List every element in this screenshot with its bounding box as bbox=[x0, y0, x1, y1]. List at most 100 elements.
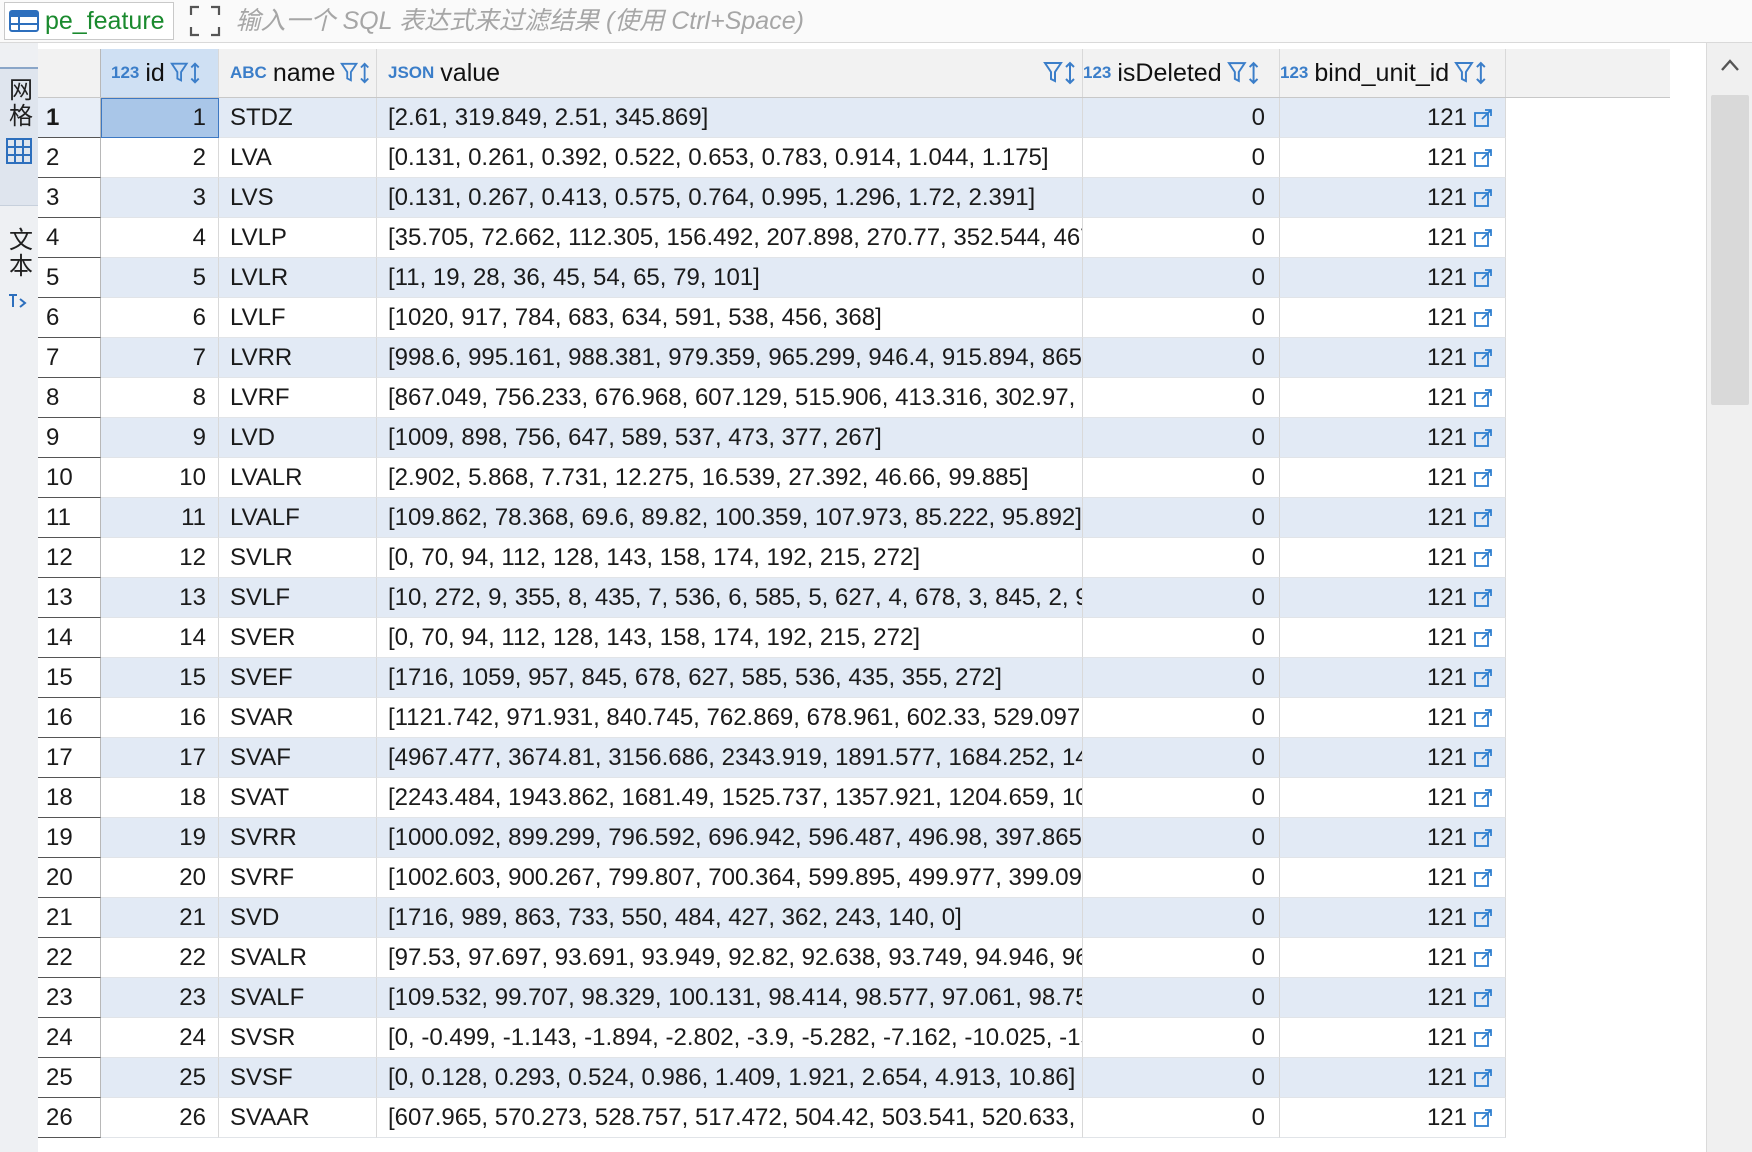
table-row[interactable]: 13 13 SVLF [10, 272, 9, 355, 8, 435, 7, 536… bbox=[38, 578, 1670, 618]
column-header-bind-unit-id[interactable]: 123 bind_unit_id bbox=[1280, 49, 1506, 97]
cell-id[interactable]: 10 bbox=[101, 458, 219, 498]
cell-value[interactable]: [1121.742, 971.931, 840.745, 762.869, 67… bbox=[377, 698, 1083, 738]
table-row[interactable]: 6 6 LVLF [1020, 917, 784, 683, 634, 591, 53… bbox=[38, 298, 1670, 338]
cell-bind-unit-id[interactable]: 121 bbox=[1280, 978, 1506, 1018]
cell-name[interactable]: LVLR bbox=[219, 258, 377, 298]
cell-bind-unit-id[interactable]: 121 bbox=[1280, 218, 1506, 258]
table-row[interactable]: 8 8 LVRF [867.049, 756.233, 676.968, 607.12… bbox=[38, 378, 1670, 418]
cell-value[interactable]: [2243.484, 1943.862, 1681.49, 1525.737, … bbox=[377, 778, 1083, 818]
table-row[interactable]: 11 11 LVALF [109.862, 78.368, 69.6, 89.82, … bbox=[38, 498, 1670, 538]
cell-name[interactable]: LVALF bbox=[219, 498, 377, 538]
cell-bind-unit-id[interactable]: 121 bbox=[1280, 1058, 1506, 1098]
cell-isdeleted[interactable]: 0 bbox=[1083, 378, 1280, 418]
cell-bind-unit-id[interactable]: 121 bbox=[1280, 138, 1506, 178]
cell-value[interactable]: [35.705, 72.662, 112.305, 156.492, 207.8… bbox=[377, 218, 1083, 258]
cell-id[interactable]: 21 bbox=[101, 898, 219, 938]
filter-sort-icon[interactable] bbox=[339, 59, 376, 87]
cell-name[interactable]: SVEF bbox=[219, 658, 377, 698]
open-link-icon[interactable] bbox=[1473, 268, 1493, 288]
cell-bind-unit-id[interactable]: 121 bbox=[1280, 898, 1506, 938]
cell-id[interactable]: 26 bbox=[101, 1098, 219, 1138]
cell-value[interactable]: [0, 70, 94, 112, 128, 143, 158, 174, 192… bbox=[377, 618, 1083, 658]
cell-name[interactable]: LVA bbox=[219, 138, 377, 178]
cell-name[interactable]: SVAAR bbox=[219, 1098, 377, 1138]
cell-id[interactable]: 14 bbox=[101, 618, 219, 658]
cell-bind-unit-id[interactable]: 121 bbox=[1280, 258, 1506, 298]
cell-id[interactable]: 4 bbox=[101, 218, 219, 258]
row-number[interactable]: 14 bbox=[38, 618, 101, 658]
column-header-isdeleted[interactable]: 123 isDeleted bbox=[1083, 49, 1280, 97]
row-number[interactable]: 12 bbox=[38, 538, 101, 578]
open-link-icon[interactable] bbox=[1473, 788, 1493, 808]
row-number[interactable]: 26 bbox=[38, 1098, 101, 1138]
row-number[interactable]: 25 bbox=[38, 1058, 101, 1098]
cell-value[interactable]: [867.049, 756.233, 676.968, 607.129, 515… bbox=[377, 378, 1083, 418]
cell-id[interactable]: 6 bbox=[101, 298, 219, 338]
open-link-icon[interactable] bbox=[1473, 868, 1493, 888]
cell-value[interactable]: [607.965, 570.273, 528.757, 517.472, 504… bbox=[377, 1098, 1083, 1138]
cell-bind-unit-id[interactable]: 121 bbox=[1280, 658, 1506, 698]
open-link-icon[interactable] bbox=[1473, 428, 1493, 448]
table-row[interactable]: 7 7 LVRR [998.6, 995.161, 988.381, 979.359,… bbox=[38, 338, 1670, 378]
cell-name[interactable]: SVAF bbox=[219, 738, 377, 778]
cell-bind-unit-id[interactable]: 121 bbox=[1280, 418, 1506, 458]
cell-isdeleted[interactable]: 0 bbox=[1083, 818, 1280, 858]
cell-name[interactable]: SVRF bbox=[219, 858, 377, 898]
cell-isdeleted[interactable]: 0 bbox=[1083, 298, 1280, 338]
cell-isdeleted[interactable]: 0 bbox=[1083, 738, 1280, 778]
table-row[interactable]: 3 3 LVS [0.131, 0.267, 0.413, 0.575, 0.764,… bbox=[38, 178, 1670, 218]
cell-id[interactable]: 3 bbox=[101, 178, 219, 218]
cell-id[interactable]: 12 bbox=[101, 538, 219, 578]
cell-isdeleted[interactable]: 0 bbox=[1083, 898, 1280, 938]
cell-id[interactable]: 8 bbox=[101, 378, 219, 418]
cell-name[interactable]: SVAR bbox=[219, 698, 377, 738]
cell-name[interactable]: LVLP bbox=[219, 218, 377, 258]
cell-id[interactable]: 1 bbox=[101, 98, 219, 138]
cell-value[interactable]: [1000.092, 899.299, 796.592, 696.942, 59… bbox=[377, 818, 1083, 858]
row-number[interactable]: 13 bbox=[38, 578, 101, 618]
cell-name[interactable]: LVRF bbox=[219, 378, 377, 418]
cell-id[interactable]: 2 bbox=[101, 138, 219, 178]
table-row[interactable]: 23 23 SVALF [109.532, 99.707, 98.329, 100.1… bbox=[38, 978, 1670, 1018]
cell-isdeleted[interactable]: 0 bbox=[1083, 458, 1280, 498]
row-number[interactable]: 9 bbox=[38, 418, 101, 458]
row-number[interactable]: 10 bbox=[38, 458, 101, 498]
cell-isdeleted[interactable]: 0 bbox=[1083, 498, 1280, 538]
cell-bind-unit-id[interactable]: 121 bbox=[1280, 458, 1506, 498]
open-link-icon[interactable] bbox=[1473, 548, 1493, 568]
cell-isdeleted[interactable]: 0 bbox=[1083, 1058, 1280, 1098]
cell-isdeleted[interactable]: 0 bbox=[1083, 258, 1280, 298]
table-row[interactable]: 26 26 SVAAR [607.965, 570.273, 528.757, 517… bbox=[38, 1098, 1670, 1138]
cell-id[interactable]: 20 bbox=[101, 858, 219, 898]
cell-isdeleted[interactable]: 0 bbox=[1083, 778, 1280, 818]
table-row[interactable]: 14 14 SVER [0, 70, 94, 112, 128, 143, 158, … bbox=[38, 618, 1670, 658]
cell-name[interactable]: SVALR bbox=[219, 938, 377, 978]
open-link-icon[interactable] bbox=[1473, 388, 1493, 408]
cell-value[interactable]: [0.131, 0.267, 0.413, 0.575, 0.764, 0.99… bbox=[377, 178, 1083, 218]
row-number[interactable]: 21 bbox=[38, 898, 101, 938]
cell-value[interactable]: [1009, 898, 756, 647, 589, 537, 473, 377… bbox=[377, 418, 1083, 458]
table-tab[interactable]: pe_feature bbox=[4, 2, 174, 40]
expand-icon[interactable] bbox=[188, 4, 222, 38]
cell-isdeleted[interactable]: 0 bbox=[1083, 418, 1280, 458]
open-link-icon[interactable] bbox=[1473, 708, 1493, 728]
cell-id[interactable]: 17 bbox=[101, 738, 219, 778]
cell-bind-unit-id[interactable]: 121 bbox=[1280, 1018, 1506, 1058]
cell-id[interactable]: 7 bbox=[101, 338, 219, 378]
cell-value[interactable]: [0, -0.499, -1.143, -1.894, -2.802, -3.9… bbox=[377, 1018, 1083, 1058]
cell-value[interactable]: [10, 272, 9, 355, 8, 435, 7, 536, 6, 585… bbox=[377, 578, 1083, 618]
cell-id[interactable]: 16 bbox=[101, 698, 219, 738]
table-row[interactable]: 10 10 LVALR [2.902, 5.868, 7.731, 12.275, 1… bbox=[38, 458, 1670, 498]
cell-name[interactable]: LVLF bbox=[219, 298, 377, 338]
table-row[interactable]: 12 12 SVLR [0, 70, 94, 112, 128, 143, 158, … bbox=[38, 538, 1670, 578]
table-row[interactable]: 17 17 SVAF [4967.477, 3674.81, 3156.686, 23… bbox=[38, 738, 1670, 778]
table-row[interactable]: 9 9 LVD [1009, 898, 756, 647, 589, 537, 473… bbox=[38, 418, 1670, 458]
cell-value[interactable]: [4967.477, 3674.81, 3156.686, 2343.919, … bbox=[377, 738, 1083, 778]
open-link-icon[interactable] bbox=[1473, 908, 1493, 928]
cell-isdeleted[interactable]: 0 bbox=[1083, 1018, 1280, 1058]
scroll-up-arrow-icon[interactable] bbox=[1719, 57, 1741, 73]
open-link-icon[interactable] bbox=[1473, 588, 1493, 608]
table-row[interactable]: 2 2 LVA [0.131, 0.261, 0.392, 0.522, 0.653,… bbox=[38, 138, 1670, 178]
cell-value[interactable]: [1716, 989, 863, 733, 550, 484, 427, 362… bbox=[377, 898, 1083, 938]
cell-value[interactable]: [97.53, 97.697, 93.691, 93.949, 92.82, 9… bbox=[377, 938, 1083, 978]
